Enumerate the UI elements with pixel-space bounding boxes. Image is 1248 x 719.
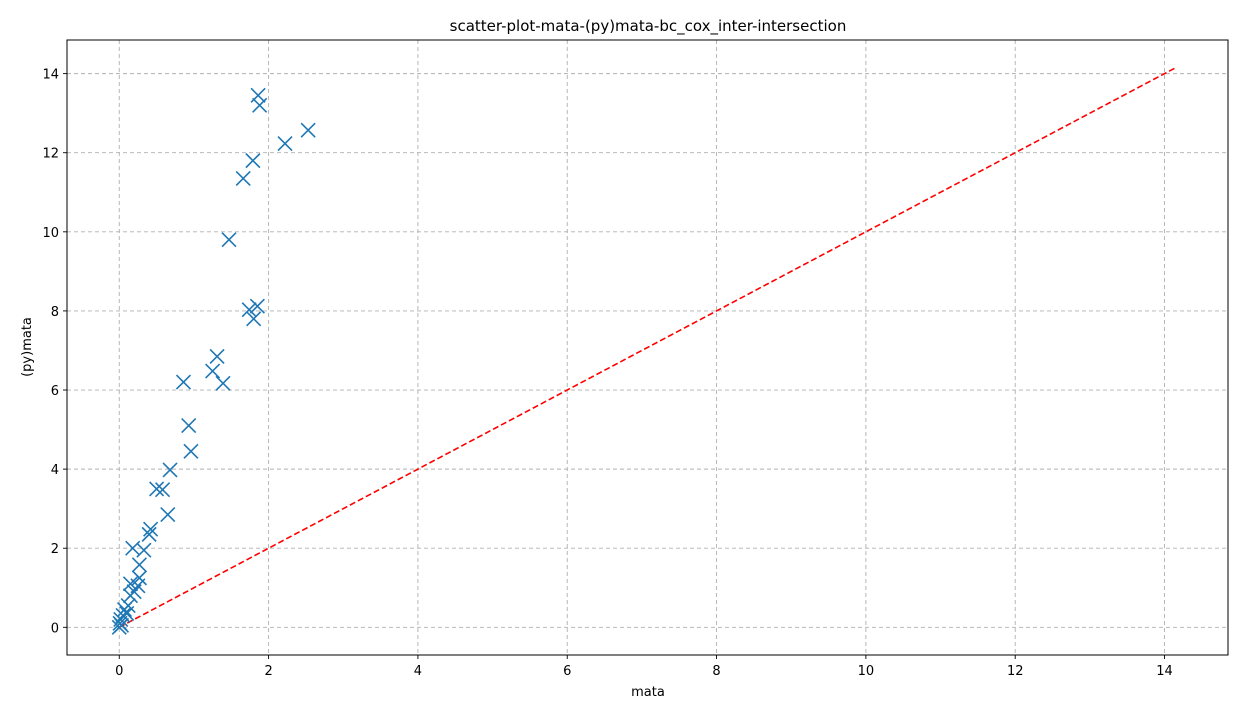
scatter-point (131, 557, 147, 573)
scatter-point (149, 481, 165, 497)
y-tick-label: 2 (51, 542, 59, 557)
scatter-point (136, 542, 152, 558)
chart-title: scatter-plot-mata-(py)mata-bc_cox_inter-… (450, 17, 847, 36)
x-axis-title: mata (631, 685, 665, 700)
y-tick-label: 4 (51, 463, 59, 478)
scatter-point (277, 136, 293, 152)
x-tick-label: 10 (858, 664, 875, 679)
y-tick-label: 8 (51, 305, 59, 320)
data-points (111, 87, 316, 635)
x-tick-label: 12 (1007, 664, 1024, 679)
reference-line (118, 66, 1177, 629)
y-tick-label: 6 (51, 384, 59, 399)
x-tick-label: 6 (563, 664, 571, 679)
scatter-point (155, 482, 171, 498)
x-tick-label: 8 (712, 664, 720, 679)
scatter-point (141, 526, 157, 542)
y-tick-label: 12 (42, 147, 59, 162)
scatter-point (209, 348, 225, 364)
y-tick-label: 10 (42, 226, 59, 241)
x-tick-label: 14 (1156, 664, 1173, 679)
scatter-point (205, 363, 221, 379)
y-tick-label: 0 (51, 621, 59, 636)
scatter-point (162, 462, 178, 478)
scatter-point (221, 232, 237, 248)
y-axis-title: (py)mata (20, 317, 35, 377)
scatter-point (131, 570, 147, 586)
x-tick-label: 4 (414, 664, 422, 679)
scatter-point (143, 521, 159, 537)
grid-lines (67, 40, 1228, 655)
scatter-point (252, 97, 268, 113)
scatter-point (246, 311, 262, 327)
scatter-point (115, 607, 131, 624)
plot-area-frame (66, 39, 1229, 656)
reference-line-group (118, 66, 1177, 629)
scatter-point (249, 298, 265, 314)
axis-ticks: 0 2 4 6 8 10 12 14 0 2 4 6 8 10 12 14 (42, 68, 1172, 679)
scatter-point (215, 375, 231, 391)
scatter-point (300, 122, 316, 138)
x-tick-label: 0 (115, 664, 123, 679)
y-tick-label: 14 (42, 68, 59, 83)
x-tick-label: 2 (264, 664, 272, 679)
scatter-point (181, 418, 197, 434)
scatter-point (235, 170, 251, 186)
scatter-point (120, 597, 136, 614)
scatter-point (175, 374, 192, 390)
scatter-point (183, 443, 199, 459)
scatter-point (160, 507, 176, 523)
scatter-point (241, 302, 257, 318)
scatter-point (245, 153, 261, 169)
